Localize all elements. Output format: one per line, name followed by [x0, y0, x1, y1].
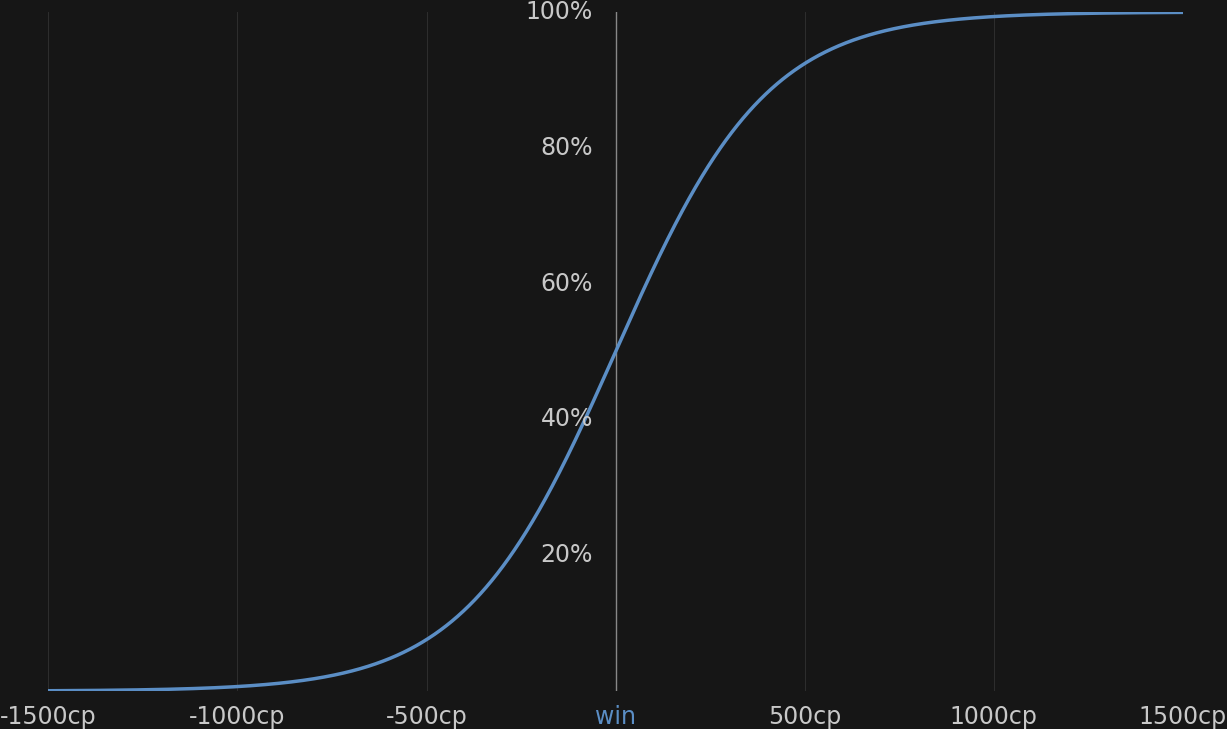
Text: 20%: 20% [541, 543, 593, 567]
Text: 60%: 60% [541, 272, 593, 296]
Text: 100%: 100% [525, 0, 593, 24]
Text: 80%: 80% [540, 136, 593, 160]
Text: 40%: 40% [541, 408, 593, 432]
